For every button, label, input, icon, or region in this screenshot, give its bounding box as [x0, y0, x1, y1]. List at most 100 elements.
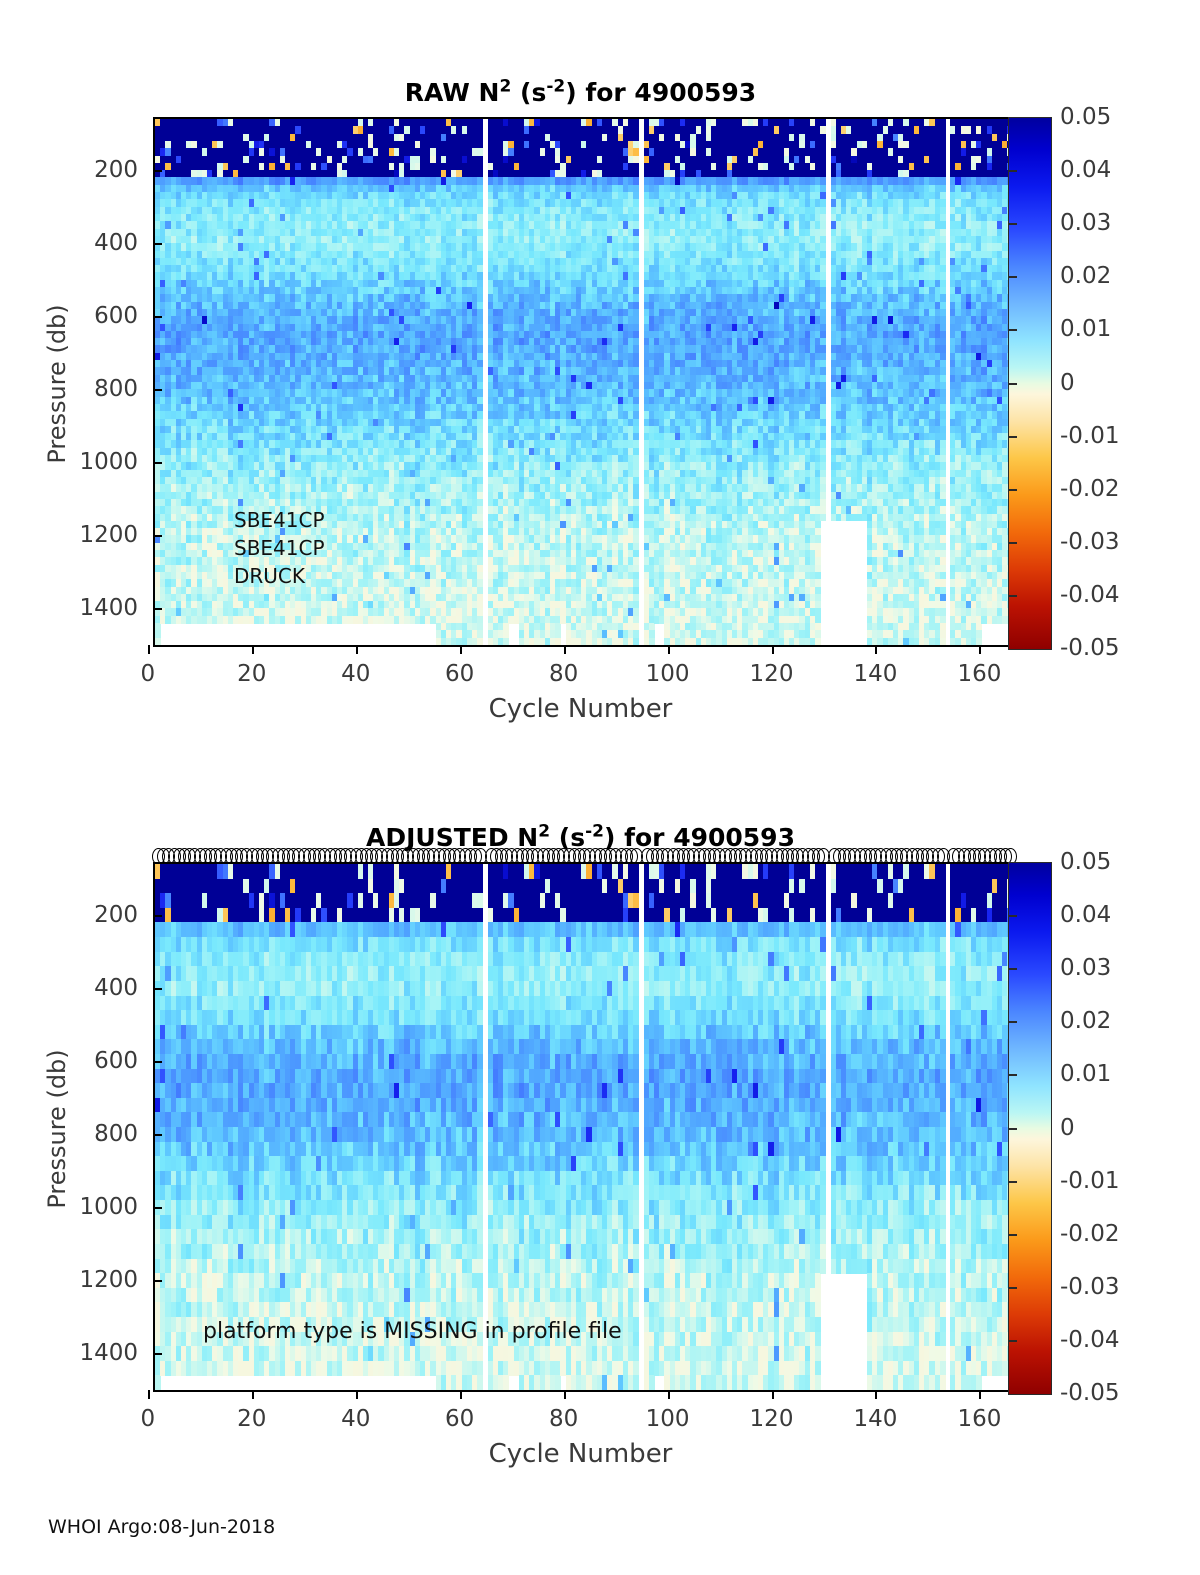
raw-title-sup-1: 2: [499, 77, 511, 97]
y-tick-label: 1200: [0, 1267, 138, 1293]
raw-title-suffix: ) for 4900593: [565, 78, 756, 107]
adjusted-axes-bottom-border: [153, 1390, 1008, 1392]
x-tick-mark: [252, 645, 254, 654]
x-tick-label: 0: [140, 1406, 155, 1432]
raw-annotation-line-1: SBE41CP: [234, 507, 325, 533]
colorbar-tick-mark: [1008, 170, 1017, 172]
y-tick-label: 400: [0, 975, 138, 1001]
raw-title-prefix: RAW N: [405, 78, 500, 107]
x-tick-label: 40: [341, 1406, 370, 1432]
colorbar-tick-label: 0: [1060, 370, 1075, 396]
colorbar-tick-label: -0.01: [1060, 1168, 1120, 1194]
x-tick-mark: [356, 1390, 358, 1399]
colorbar-tick-mark: [1008, 1340, 1017, 1342]
colorbar-tick-label: 0.03: [1060, 955, 1111, 981]
colorbar-tick-mark: [1008, 489, 1017, 491]
y-tick-label: 400: [0, 230, 138, 256]
x-tick-label: 100: [646, 1406, 690, 1432]
x-tick-label: 160: [957, 1406, 1001, 1432]
colorbar-tick-mark: [1008, 1128, 1017, 1130]
colorbar-tick-mark: [1008, 329, 1017, 331]
y-tick-mark: [153, 1353, 162, 1355]
x-tick-mark: [772, 1390, 774, 1399]
colorbar-tick-label: 0.04: [1060, 157, 1111, 183]
x-tick-mark: [252, 1390, 254, 1399]
y-tick-mark: [153, 988, 162, 990]
x-tick-mark: [979, 1390, 981, 1399]
y-tick-mark: [153, 1207, 162, 1209]
x-tick-mark: [460, 1390, 462, 1399]
y-tick-mark: [153, 1280, 162, 1282]
colorbar-tick-mark: [1008, 542, 1017, 544]
raw-annotation-line-3: DRUCK: [234, 563, 305, 589]
colorbar-tick-label: -0.04: [1060, 582, 1120, 608]
y-tick-label: 1400: [0, 1340, 138, 1366]
x-tick-mark: [875, 645, 877, 654]
colorbar-tick-label: 0.02: [1060, 1008, 1111, 1034]
colorbar-tick-label: 0: [1060, 1115, 1075, 1141]
x-tick-label: 80: [549, 1406, 578, 1432]
adjusted-heatmap-axes[interactable]: [153, 864, 1010, 1392]
colorbar-tick-mark: [1008, 223, 1017, 225]
adjusted-title-sup-1: 2: [538, 822, 550, 842]
raw-title-sup-2: -2: [546, 77, 565, 97]
x-tick-mark: [460, 645, 462, 654]
colorbar-tick-label: 0.05: [1060, 849, 1111, 875]
y-tick-mark: [153, 316, 162, 318]
x-tick-label: 60: [445, 661, 474, 687]
x-tick-label: 140: [854, 1406, 898, 1432]
x-tick-mark: [356, 645, 358, 654]
colorbar-tick-mark: [1008, 276, 1017, 278]
y-tick-mark: [153, 535, 162, 537]
y-tick-mark: [153, 170, 162, 172]
x-tick-label: 120: [750, 661, 794, 687]
colorbar-tick-label: 0.04: [1060, 902, 1111, 928]
colorbar-tick-mark: [1008, 595, 1017, 597]
x-tick-mark: [668, 645, 670, 654]
x-tick-mark: [668, 1390, 670, 1399]
x-tick-label: 20: [237, 661, 266, 687]
colorbar-tick-label: -0.03: [1060, 1274, 1120, 1300]
x-tick-label: 40: [341, 661, 370, 687]
x-tick-mark: [772, 645, 774, 654]
y-tick-mark: [153, 243, 162, 245]
panel-adjusted: ADJUSTED N2 (s-2) for 4900593 200 400 600 8…: [0, 745, 1200, 1505]
x-tick-mark: [564, 645, 566, 654]
colorbar-tick-mark: [1008, 1234, 1017, 1236]
raw-x-axis-label: Cycle Number: [153, 694, 1008, 724]
colorbar-tick-label: 0.05: [1060, 104, 1111, 130]
raw-y-axis-label: Pressure (db): [43, 284, 71, 484]
y-tick-label: 200: [0, 157, 138, 183]
x-tick-mark: [564, 1390, 566, 1399]
y-tick-mark: [153, 608, 162, 610]
colorbar-tick-label: 0.03: [1060, 210, 1111, 236]
x-tick-mark: [148, 645, 150, 654]
colorbar-tick-mark: [1008, 915, 1017, 917]
x-tick-label: 60: [445, 1406, 474, 1432]
colorbar-tick-mark: [1008, 968, 1017, 970]
x-tick-label: 100: [646, 661, 690, 687]
x-tick-label: 0: [140, 661, 155, 687]
x-tick-label: 160: [957, 661, 1001, 687]
colorbar-tick-label: -0.01: [1060, 423, 1120, 449]
colorbar-tick-label: 0.01: [1060, 316, 1111, 342]
y-tick-mark: [153, 462, 162, 464]
colorbar-tick-mark: [1008, 383, 1017, 385]
footer-text: WHOI Argo:08-Jun-2018: [48, 1516, 275, 1538]
x-tick-mark: [875, 1390, 877, 1399]
colorbar-tick-mark: [1008, 1074, 1017, 1076]
x-tick-label: 120: [750, 1406, 794, 1432]
x-tick-mark: [148, 1390, 150, 1399]
y-tick-mark: [153, 1061, 162, 1063]
raw-axes-bottom-border: [153, 645, 1008, 647]
raw-annotation-line-2: SBE41CP: [234, 535, 325, 561]
colorbar-tick-label: -0.02: [1060, 1221, 1120, 1247]
x-tick-label: 20: [237, 1406, 266, 1432]
adjusted-x-axis-label: Cycle Number: [153, 1439, 1008, 1469]
colorbar-tick-mark: [1008, 1287, 1017, 1289]
y-tick-label: 1400: [0, 595, 138, 621]
colorbar-tick-label: 0.02: [1060, 263, 1111, 289]
colorbar-tick-label: 0.01: [1060, 1061, 1111, 1087]
y-tick-mark: [153, 389, 162, 391]
x-tick-label: 80: [549, 661, 578, 687]
